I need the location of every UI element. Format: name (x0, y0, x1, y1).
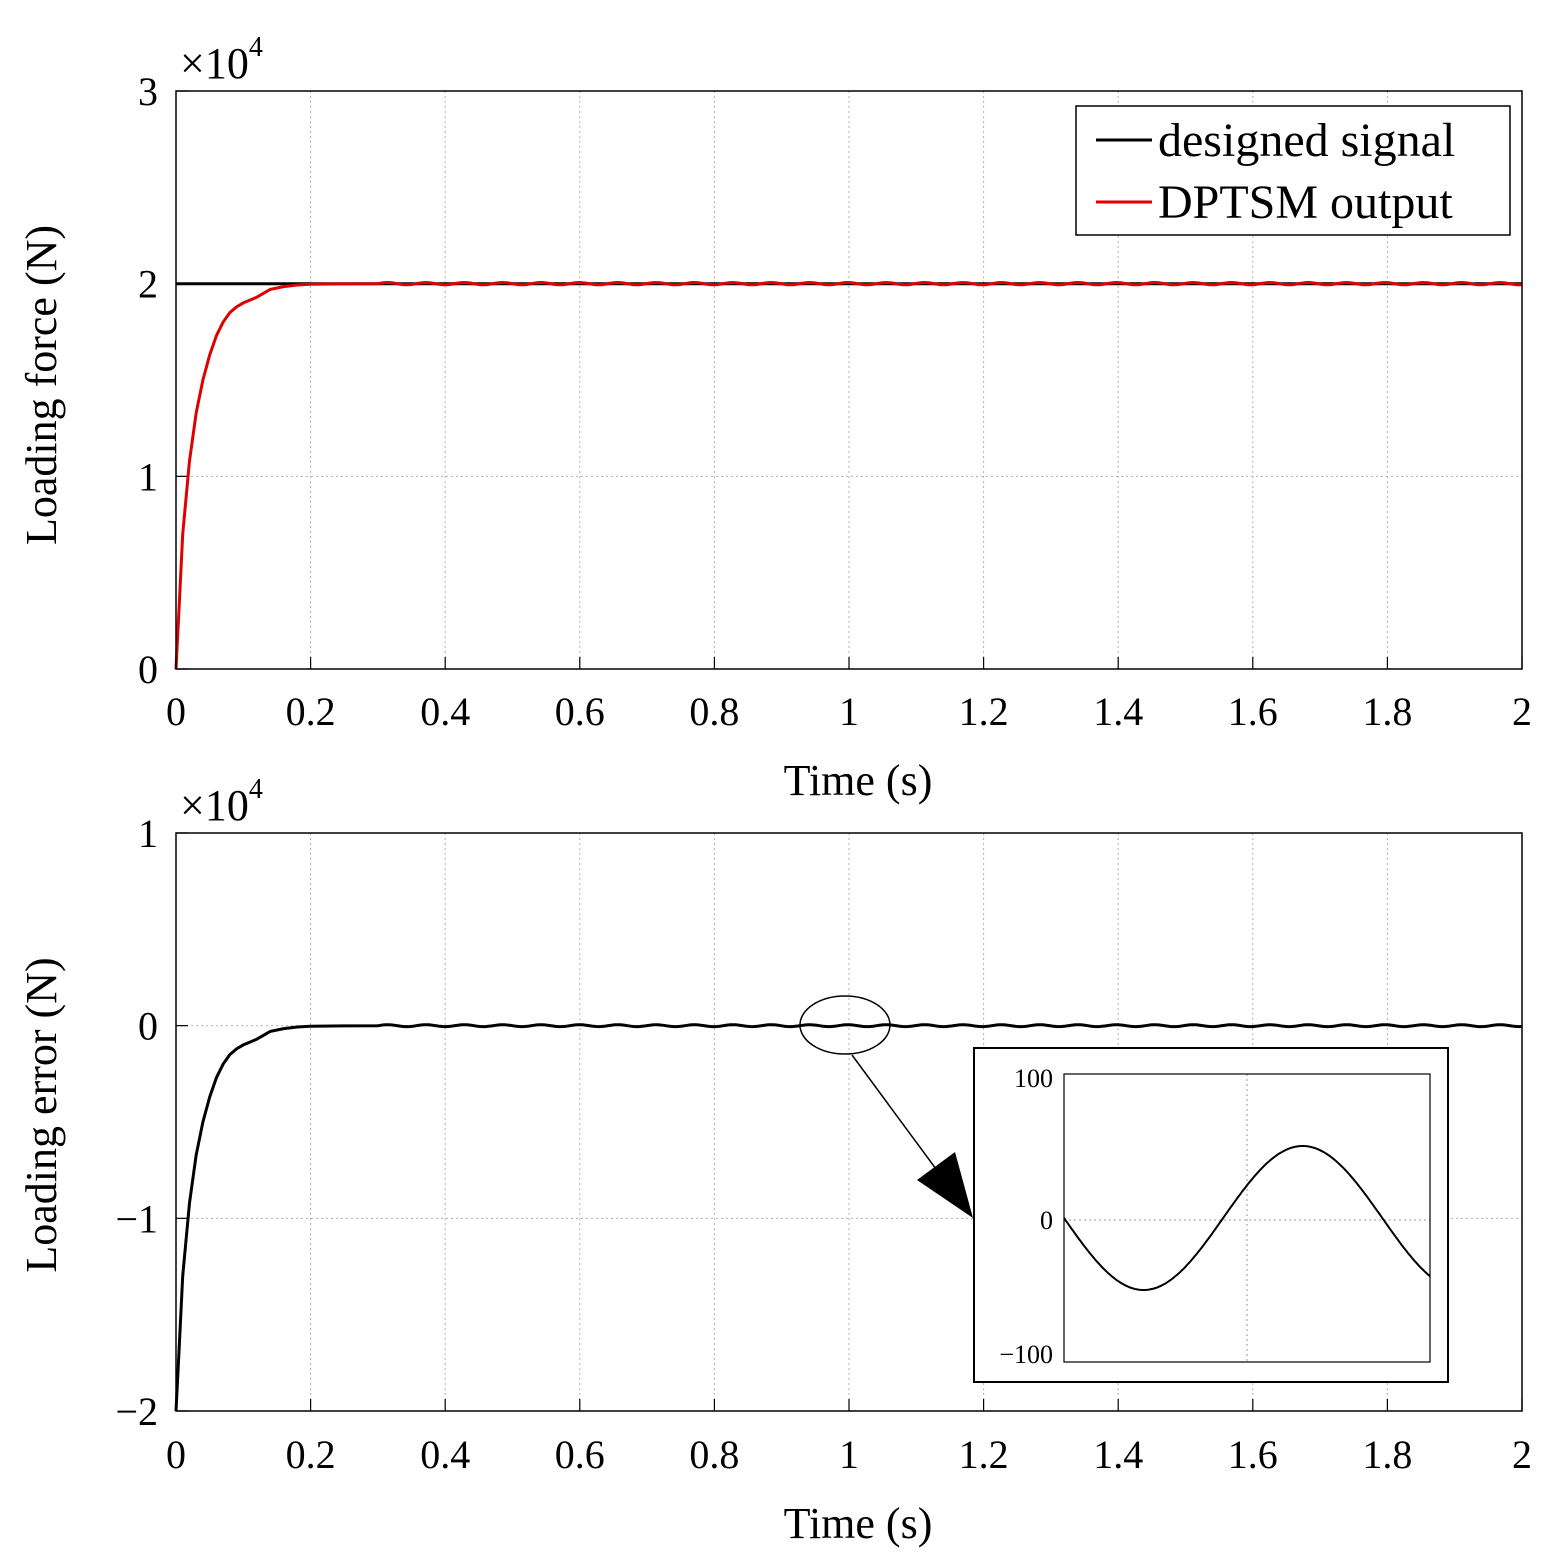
x-tick-label: 1 (839, 1432, 859, 1477)
bottom-y-tick-labels: −2 −1 0 1 (115, 811, 158, 1434)
x-tick-label: 1.2 (959, 689, 1009, 734)
inset-outer-box (973, 1047, 1449, 1383)
y-tick-label: 1 (138, 811, 158, 856)
inset-curve (1063, 1145, 1431, 1291)
x-tick-label: 0.6 (555, 689, 605, 734)
bottom-x-tick-labels: 0 0.2 0.4 0.6 0.8 1 1.2 1.4 1.6 1.8 2 (166, 1432, 1532, 1477)
x-tick-label: 0.2 (286, 1432, 336, 1477)
x-tick-label: 2 (1512, 1432, 1532, 1477)
x-tick-label: 0.4 (420, 689, 470, 734)
y-tick-label: 0 (138, 647, 158, 692)
x-tick-label: 0.6 (555, 1432, 605, 1477)
x-tick-label: 0 (166, 689, 186, 734)
x-tick-label: 1.6 (1228, 1432, 1278, 1477)
zoom-arrow-line (851, 1054, 951, 1189)
legend-entry-dptsm-output: DPTSM output (1158, 176, 1453, 229)
top-y-axis-label: Loading force (N) (17, 225, 66, 545)
x-tick-label: 1.4 (1093, 1432, 1143, 1477)
series-line-dptsm-output (174, 280, 1523, 670)
legend-box (1075, 105, 1511, 236)
inset-frame (1063, 1073, 1431, 1363)
x-tick-label: 1.8 (1362, 689, 1412, 734)
x-tick-label: 1 (839, 689, 859, 734)
top-x-tick-labels: 0 0.2 0.4 0.6 0.8 1 1.2 1.4 1.6 1.8 2 (166, 689, 1532, 734)
zoom-arrow-head (917, 1152, 973, 1218)
x-tick-label: 0.8 (689, 1432, 739, 1477)
bottom-plot-frame (175, 832, 1523, 1412)
x-tick-label: 0.2 (286, 689, 336, 734)
bottom-y-axis-label: Loading error (N) (17, 957, 66, 1272)
top-y-multiplier: ×104 (180, 32, 263, 88)
bottom-y-multiplier: ×104 (180, 774, 263, 830)
y-tick-label: 3 (138, 69, 158, 114)
series-line-loading-error (174, 1023, 1523, 1412)
x-tick-label: 1.2 (959, 1432, 1009, 1477)
top-y-tick-labels: 0 1 2 3 (138, 69, 158, 692)
bottom-x-axis-label: Time (s) (784, 1499, 933, 1548)
x-tick-label: 2 (1512, 689, 1532, 734)
y-tick-label: −1 (115, 1196, 158, 1241)
inset-y-tick-label: 0 (1040, 1206, 1053, 1235)
top-x-axis-label: Time (s) (784, 756, 933, 805)
x-tick-label: 0.4 (420, 1432, 470, 1477)
x-tick-label: 1.8 (1362, 1432, 1412, 1477)
inset: 100 0 −100 (973, 1047, 1449, 1383)
bottom-chart: 0 0.2 0.4 0.6 0.8 1 1.2 1.4 1.6 1.8 2 −2−101 ×104 … (17, 774, 1532, 1548)
zoom-ellipse (799, 995, 891, 1055)
y-tick-label: 1 (138, 454, 158, 499)
x-tick-label: 1.6 (1228, 689, 1278, 734)
top-series (174, 280, 1523, 670)
x-tick-label: 0 (166, 1432, 186, 1477)
legend-entry-designed-signal: designed signal (1158, 114, 1455, 167)
y-tick-label: −2 (115, 1389, 158, 1434)
top-legend: designed signal DPTSM output (1075, 105, 1511, 236)
inset-y-tick-label: 100 (1014, 1064, 1053, 1093)
y-tick-label: 0 (138, 1004, 158, 1049)
inset-y-tick-label: −100 (999, 1340, 1053, 1369)
y-tick-label: 2 (138, 262, 158, 307)
x-tick-label: 0.8 (689, 689, 739, 734)
x-tick-label: 1.4 (1093, 689, 1143, 734)
bottom-series (174, 1023, 1523, 1412)
top-plot-frame (175, 90, 1523, 670)
